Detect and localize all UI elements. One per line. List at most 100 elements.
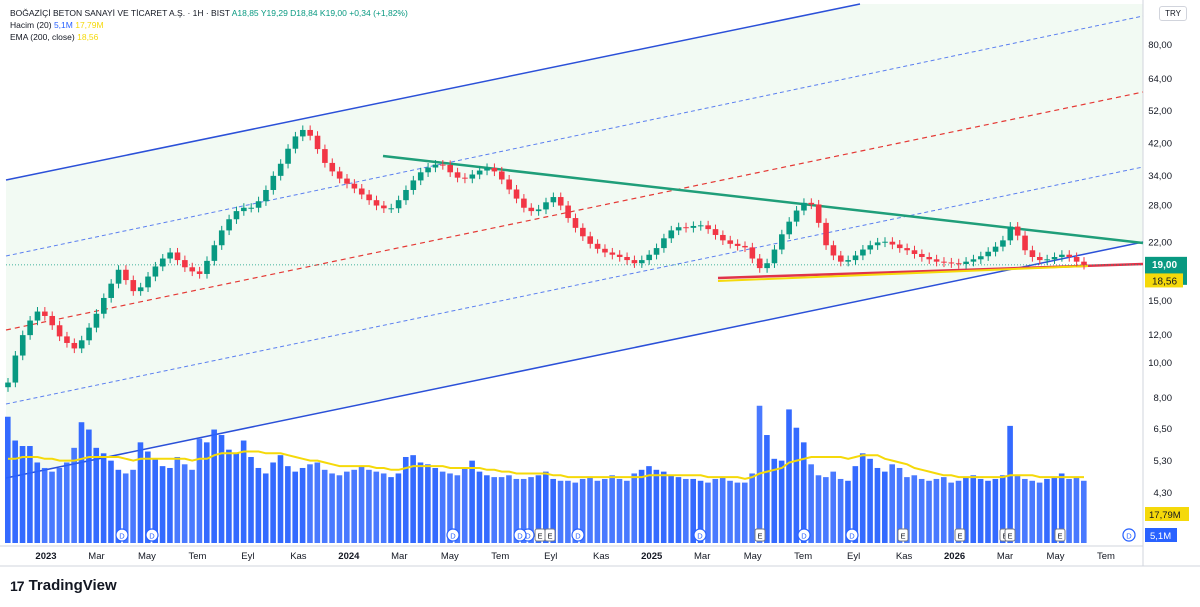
time-tick-label: Mar — [88, 551, 104, 562]
candle-body — [263, 189, 269, 202]
volume-bar — [918, 478, 925, 543]
time-tick-label: 2026 — [944, 551, 965, 562]
dividend-marker — [845, 528, 859, 542]
volume-legend[interactable]: Hacim (20) 5,1M 17,79M — [10, 19, 408, 31]
candle-body — [904, 248, 910, 251]
volume-bar — [999, 475, 1006, 543]
volume-bar — [734, 482, 741, 543]
volume-bar — [889, 464, 895, 543]
volume-bar — [815, 475, 822, 543]
candle-body — [19, 335, 26, 356]
volume-bar — [911, 475, 918, 543]
candle-body — [403, 189, 409, 201]
volume-bar — [933, 478, 940, 543]
time-tick-label: Eyl — [847, 551, 860, 562]
volume-bar — [145, 451, 151, 543]
candle-body — [594, 243, 601, 249]
earnings-marker-label: E — [757, 532, 762, 541]
earnings-marker — [1004, 528, 1016, 542]
channel-lower-line — [5, 241, 1144, 479]
candle-body — [440, 164, 446, 166]
candle-body — [1022, 235, 1028, 251]
volume-bar — [498, 477, 505, 543]
dividend-marker-label: D — [849, 532, 855, 541]
candle-body — [624, 257, 630, 261]
candle-body — [115, 269, 122, 284]
volume-bar — [454, 475, 461, 543]
dividend-marker-label: D — [450, 532, 456, 541]
volume-bar — [719, 477, 726, 543]
volume-bar — [823, 477, 829, 543]
candle-body — [56, 325, 63, 337]
candle-body — [742, 245, 748, 248]
volume-bar — [543, 471, 549, 543]
volume-ma-tag-label: 17,79M — [1149, 510, 1181, 521]
volume-bar — [292, 471, 299, 543]
volume-bar — [646, 466, 652, 543]
candle-body — [786, 221, 793, 235]
volume-bar — [771, 458, 778, 543]
candle-body — [1000, 240, 1006, 247]
price-tick-label: 28,00 — [1148, 201, 1172, 212]
currency-box[interactable]: TRY — [1146, 6, 1200, 21]
volume-bar — [395, 473, 402, 543]
candle-body — [896, 244, 903, 249]
volume-bar — [41, 467, 48, 543]
volume-tick-label: 4,30 — [1154, 488, 1173, 499]
candle-body — [159, 258, 166, 267]
candle-body — [71, 342, 78, 349]
ema-legend[interactable]: EMA (200, close) 18,56 — [10, 31, 408, 43]
volume-bar — [86, 429, 92, 543]
volume-bar — [491, 477, 498, 543]
volume-bar — [874, 467, 881, 543]
time-tick-label: May — [744, 551, 762, 562]
candle-body — [218, 230, 225, 246]
volume-bar — [800, 442, 807, 543]
volume-bar — [373, 471, 380, 543]
dividend-marker — [513, 528, 527, 542]
volume-bar — [34, 462, 41, 543]
dividend-marker-label: D — [119, 532, 125, 541]
volume-bar — [417, 462, 424, 543]
candle-body — [336, 171, 343, 179]
volume-bar — [572, 482, 579, 543]
time-tick-label: Mar — [997, 551, 1013, 562]
volume-bar — [189, 469, 195, 543]
channel-upper-line — [5, 3, 861, 181]
candle-body — [535, 209, 542, 212]
candle-body — [226, 219, 232, 231]
candle-body — [137, 287, 144, 292]
candle-body — [948, 262, 955, 264]
chart-legend: BOĞAZİÇİ BETON SANAYİ VE TİCARET A.Ş. · … — [10, 7, 408, 43]
volume-bar — [992, 478, 999, 543]
volume-bar — [262, 473, 269, 543]
candle-body — [1029, 250, 1036, 257]
time-tick-label: May — [1047, 551, 1065, 562]
volume-ma-tag — [1145, 507, 1189, 521]
candle-body — [565, 205, 571, 219]
candle-body — [889, 241, 896, 245]
candle-body — [108, 283, 114, 298]
symbol-name[interactable]: BOĞAZİÇİ BETON SANAYİ VE TİCARET A.Ş. · … — [10, 8, 230, 18]
dividend-marker — [1122, 528, 1136, 542]
channel-median-line — [5, 91, 1144, 331]
candle-body — [557, 197, 564, 206]
candle-body — [756, 258, 763, 269]
candle-body — [101, 297, 107, 314]
time-tick-label: May — [441, 551, 459, 562]
candle-body — [484, 167, 490, 171]
ema-price-tag — [1145, 273, 1183, 288]
brand-label: TradingView — [28, 577, 117, 594]
candle-body — [241, 207, 247, 212]
volume-bar — [130, 469, 136, 543]
candle-body — [86, 327, 92, 341]
candle-body — [874, 242, 881, 246]
volume-bar — [579, 478, 586, 543]
tradingview-logo[interactable]: 17 TradingView — [10, 577, 117, 594]
candle-body — [491, 167, 498, 172]
earnings-marker — [897, 528, 909, 542]
dividend-marker-label: D — [517, 532, 523, 541]
volume-bar — [366, 469, 372, 543]
candle-body — [528, 207, 535, 212]
